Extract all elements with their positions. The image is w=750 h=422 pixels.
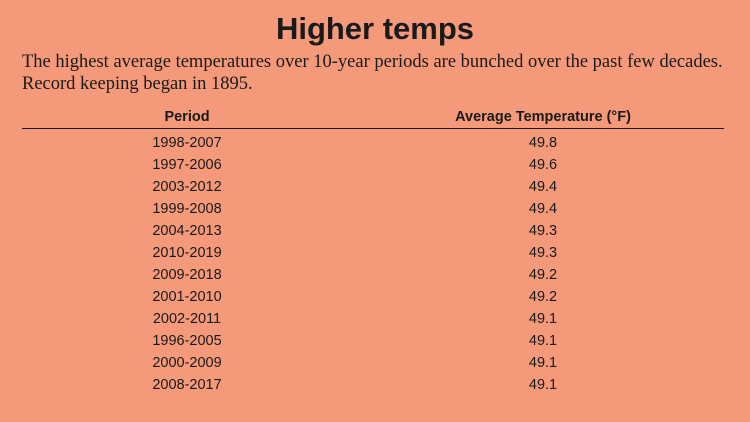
temperature-cell: 49.1	[528, 311, 558, 327]
table-row: 1999-2008 49.4	[22, 198, 724, 220]
period-cell: 2008-2017	[152, 377, 222, 393]
temperature-cell: 49.1	[528, 333, 558, 349]
period-cell: 2002-2011	[152, 311, 222, 327]
temperature-table: Period Average Temperature (°F) 1998-200…	[22, 106, 724, 396]
chart-title: Higher temps	[275, 11, 475, 46]
period-cell: 1999-2008	[152, 201, 222, 217]
period-cell: 1997-2006	[152, 157, 222, 173]
table-body: 1998-2007 49.8 1997-2006 49.6 2003-2012 49.4 1…	[22, 129, 724, 396]
period-cell: 1996-2005	[152, 333, 222, 349]
temperature-cell: 49.2	[528, 289, 558, 305]
table-row: 2010-2019 49.3	[22, 242, 724, 264]
temperature-cell: 49.6	[528, 157, 558, 173]
period-cell: 2009-2018	[152, 267, 222, 283]
table-row: 2003-2012 49.4	[22, 176, 724, 198]
table-row: 2000-2009 49.1	[22, 352, 724, 374]
period-cell: 2001-2010	[152, 289, 222, 305]
column-header-average-temperature: Average Temperature (°F)	[455, 109, 631, 125]
temperature-cell: 49.3	[528, 223, 558, 239]
period-cell: 1998-2007	[152, 135, 222, 151]
table-row: 2009-2018 49.2	[22, 264, 724, 286]
table-row: 1996-2005 49.1	[22, 330, 724, 352]
table-row: 2008-2017 49.1	[22, 374, 724, 396]
period-cell: 2004-2013	[152, 223, 222, 239]
temperature-cell: 49.4	[528, 201, 558, 217]
table-row: 2001-2010 49.2	[22, 286, 724, 308]
temperature-cell: 49.8	[528, 135, 558, 151]
table-row: 2002-2011 49.1	[22, 308, 724, 330]
temperature-cell: 49.2	[528, 267, 558, 283]
temperature-cell: 49.3	[528, 245, 558, 261]
table-row: 1997-2006 49.6	[22, 154, 724, 176]
table-row: 1998-2007 49.8	[22, 132, 724, 154]
column-header-period: Period	[164, 109, 210, 125]
table-header-row: Period Average Temperature (°F)	[22, 106, 724, 129]
temperature-cell: 49.1	[528, 377, 558, 393]
table-row: 2004-2013 49.3	[22, 220, 724, 242]
period-cell: 2000-2009	[152, 355, 222, 371]
period-cell: 2010-2019	[152, 245, 222, 261]
temperature-cell: 49.1	[528, 355, 558, 371]
chart-subtitle: The highest average temperatures over 10…	[22, 52, 723, 94]
temperature-cell: 49.4	[528, 179, 558, 195]
period-cell: 2003-2012	[152, 179, 222, 195]
